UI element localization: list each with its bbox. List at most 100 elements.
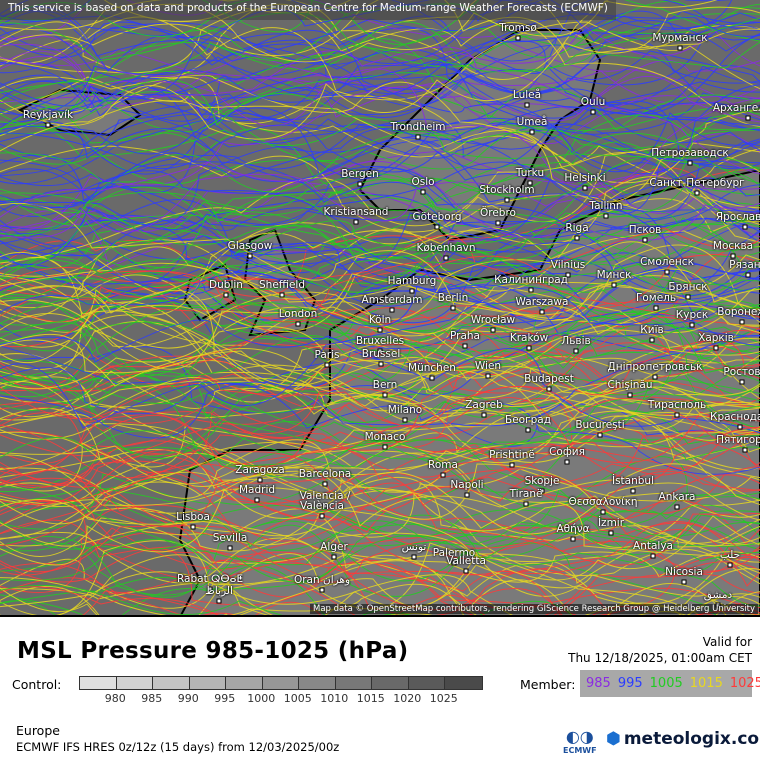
isobar (0, 431, 760, 522)
city-label: Helsinki (564, 172, 606, 184)
isobar (0, 125, 760, 212)
city-label: Kristiansand (323, 206, 389, 218)
isobar (0, 219, 760, 312)
city-marker (420, 189, 426, 195)
isobar (0, 72, 760, 133)
isobar (0, 454, 760, 535)
isobar (0, 508, 760, 597)
isobar (0, 256, 760, 432)
isobar (0, 180, 760, 278)
isobar (0, 393, 760, 467)
scale-tick: 1020 (393, 692, 422, 705)
city-label: Рязань (729, 259, 760, 271)
scale-tick: 990 (177, 692, 199, 705)
city-marker (630, 488, 636, 494)
isobar (0, 377, 760, 440)
scale-swatch (335, 677, 372, 689)
city-label: Тирасполь (647, 399, 707, 411)
isobar (0, 275, 760, 408)
isobar (0, 256, 760, 333)
city-marker (190, 524, 196, 530)
meteologix-logo[interactable]: ⬢meteologix.com (606, 729, 760, 749)
city-label: Львів (561, 335, 591, 347)
city-label: Barcelona (298, 468, 352, 480)
city-label: Umeå (516, 116, 548, 128)
isobar (0, 100, 760, 203)
city-marker (462, 343, 468, 349)
isobar (0, 531, 760, 615)
city-label: الرباط (205, 585, 233, 597)
isobar (0, 107, 760, 175)
isobar (0, 0, 760, 52)
isobar (0, 157, 760, 215)
isobar (0, 130, 760, 236)
isobar (0, 341, 760, 419)
city-label: Brussel (361, 348, 401, 360)
city-marker (742, 224, 748, 230)
city-marker (409, 288, 415, 294)
city-marker (523, 501, 529, 507)
isobar (0, 499, 714, 615)
city-marker (526, 345, 532, 351)
isobar (0, 145, 760, 264)
city-label: Краснодар (710, 411, 760, 423)
city-marker (485, 373, 491, 379)
isobar (0, 499, 760, 552)
isobar (0, 0, 760, 107)
city-marker (382, 392, 388, 398)
ecmwf-logo[interactable]: ◐◑ ECMWF (563, 727, 597, 755)
isobar (0, 310, 760, 457)
isobar (0, 469, 760, 566)
city-label: Luleå (512, 89, 542, 101)
valid-label: Valid for (702, 635, 752, 649)
city-label: Dublin (209, 279, 243, 291)
city-label: Stockholm (479, 184, 535, 196)
city-marker (227, 545, 233, 551)
member-legend: 985 995 1005 1015 1025 (580, 670, 760, 697)
isobar (0, 554, 760, 609)
city-marker (324, 362, 330, 368)
city-label: Wrocław (470, 314, 516, 326)
city-label: Paris (314, 349, 340, 361)
city-marker (573, 348, 579, 354)
isobar (0, 215, 760, 284)
city-label: Wien (474, 360, 502, 372)
city-marker (546, 386, 552, 392)
city-marker (582, 185, 588, 191)
isobar (0, 0, 760, 58)
city-marker (565, 272, 571, 278)
isobar (0, 476, 760, 563)
isobar (0, 308, 760, 392)
isobar (0, 409, 760, 479)
city-label: София (549, 446, 585, 458)
isobar (0, 0, 480, 45)
city-label: Tiranë (509, 488, 543, 500)
isobar (0, 316, 760, 387)
member-level: 1005 (649, 676, 683, 691)
isobar (0, 371, 760, 551)
city-label: Rabat ⵕⴱⴰⵟ (176, 573, 244, 585)
scale-tick: 1005 (283, 692, 312, 705)
member-level: 1025 (729, 676, 760, 691)
city-label: København (416, 242, 476, 254)
isobar (0, 121, 760, 220)
city-label: Tallinn (589, 200, 623, 212)
isobar (0, 463, 760, 576)
isobar (0, 325, 760, 419)
city-label: Харків (698, 332, 734, 344)
city-label: Prishtinë (489, 449, 535, 461)
isobar (0, 452, 760, 544)
city-label: Брянск (668, 281, 708, 293)
scale-swatch (262, 677, 299, 689)
isobar (0, 154, 760, 322)
city-marker (650, 553, 656, 559)
isobar (0, 152, 760, 281)
city-label: Минск (596, 269, 632, 281)
isobar (0, 400, 760, 478)
isobar (0, 263, 760, 344)
city-label: Гомель (635, 292, 677, 304)
isobar (0, 186, 760, 324)
city-label: Madrid (238, 484, 276, 496)
pressure-map[interactable]: This service is based on data and produc… (0, 0, 760, 617)
map-attribution[interactable]: Map data © OpenStreetMap contributors, r… (310, 604, 758, 614)
